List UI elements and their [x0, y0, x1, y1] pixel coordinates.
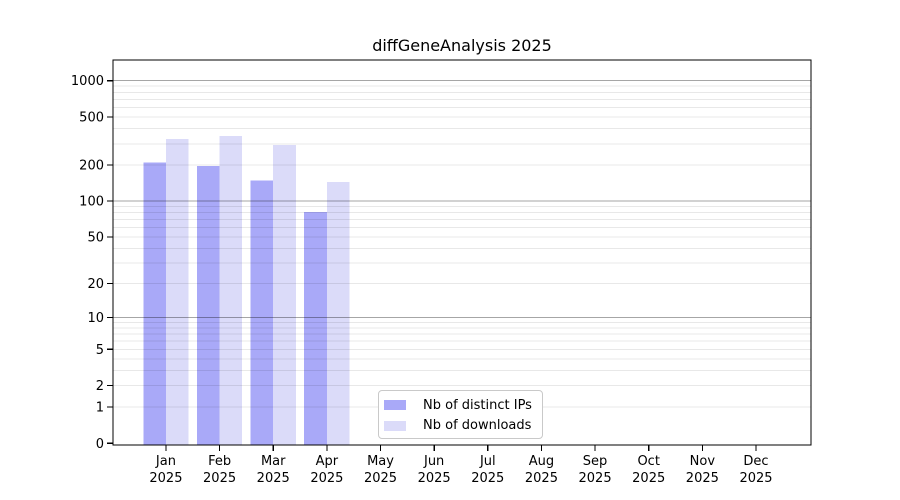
y-tick-label: 10	[87, 311, 104, 326]
bar-jan-downloads	[165, 139, 189, 445]
x-tick-label-month: Jan	[155, 454, 176, 469]
y-tick-label: 2	[96, 379, 104, 394]
legend-label-distinct-ips: Nb of distinct IPs	[423, 397, 532, 413]
x-tick-label-year: 2025	[579, 471, 612, 486]
x-tick-label-year: 2025	[364, 471, 397, 486]
bar-mar-downloads	[273, 145, 296, 445]
x-tick-label-year: 2025	[525, 471, 558, 486]
grid-layer	[113, 80, 811, 408]
x-tick-label-year: 2025	[471, 471, 504, 486]
y-tick-label: 20	[87, 277, 104, 292]
x-tick-label-month: May	[367, 454, 394, 469]
bar-apr-distinct-ips	[304, 212, 327, 445]
y-tick-label: 5	[96, 343, 104, 358]
bar-feb-distinct-ips	[196, 165, 220, 445]
legend: Nb of distinct IPs Nb of downloads	[378, 390, 543, 439]
x-tick-label-year: 2025	[203, 471, 236, 486]
y-tick-label: 1000	[71, 74, 104, 89]
y-tick-label: 0	[96, 437, 104, 452]
legend-label-downloads: Nb of downloads	[423, 418, 532, 434]
x-tick-label-month: Jul	[479, 454, 496, 469]
bar-apr-downloads	[326, 182, 350, 445]
legend-item-distinct-ips: Nb of distinct IPs	[384, 395, 536, 415]
x-tick-label-month: Apr	[316, 454, 339, 469]
x-tick-label-month: Mar	[261, 454, 286, 469]
bar-mar-distinct-ips	[250, 180, 274, 445]
x-tick-label-year: 2025	[310, 471, 343, 486]
x-tick-label-year: 2025	[418, 471, 451, 486]
x-tick-label-month: Sep	[583, 454, 608, 469]
x-tick-label-month: Feb	[208, 454, 231, 469]
x-tick-label-month: Aug	[529, 454, 554, 469]
legend-swatch-distinct-ips	[384, 400, 406, 411]
axes-layer: 0 1 2 5 10 20 50 100 200 500 1000 Jan 2025 Feb 2025 Mar…	[71, 59, 812, 486]
chart-title: diffGeneAnalysis 2025	[372, 36, 552, 55]
legend-swatch-downloads	[384, 420, 406, 431]
bars-layer	[143, 136, 350, 445]
y-tick-label: 200	[79, 158, 104, 173]
x-tick-label-month: Dec	[743, 454, 768, 469]
x-tick-label-year: 2025	[149, 471, 182, 486]
x-tick-label-year: 2025	[739, 471, 772, 486]
x-tick-label-month: Oct	[637, 454, 659, 469]
x-tick-label-year: 2025	[686, 471, 719, 486]
x-tick-label-month: Jun	[423, 454, 444, 469]
y-tick-label: 1	[96, 400, 104, 415]
legend-item-downloads: Nb of downloads	[384, 416, 536, 436]
y-tick-label: 50	[87, 230, 104, 245]
y-tick-label: 500	[79, 111, 104, 126]
x-tick-label-year: 2025	[632, 471, 665, 486]
y-tick-label: 100	[79, 195, 104, 210]
plot-border	[112, 59, 812, 446]
x-tick-label-month: Nov	[690, 454, 716, 469]
bar-jan-distinct-ips	[143, 162, 166, 445]
bar-feb-downloads	[219, 136, 243, 445]
x-tick-label-year: 2025	[257, 471, 290, 486]
